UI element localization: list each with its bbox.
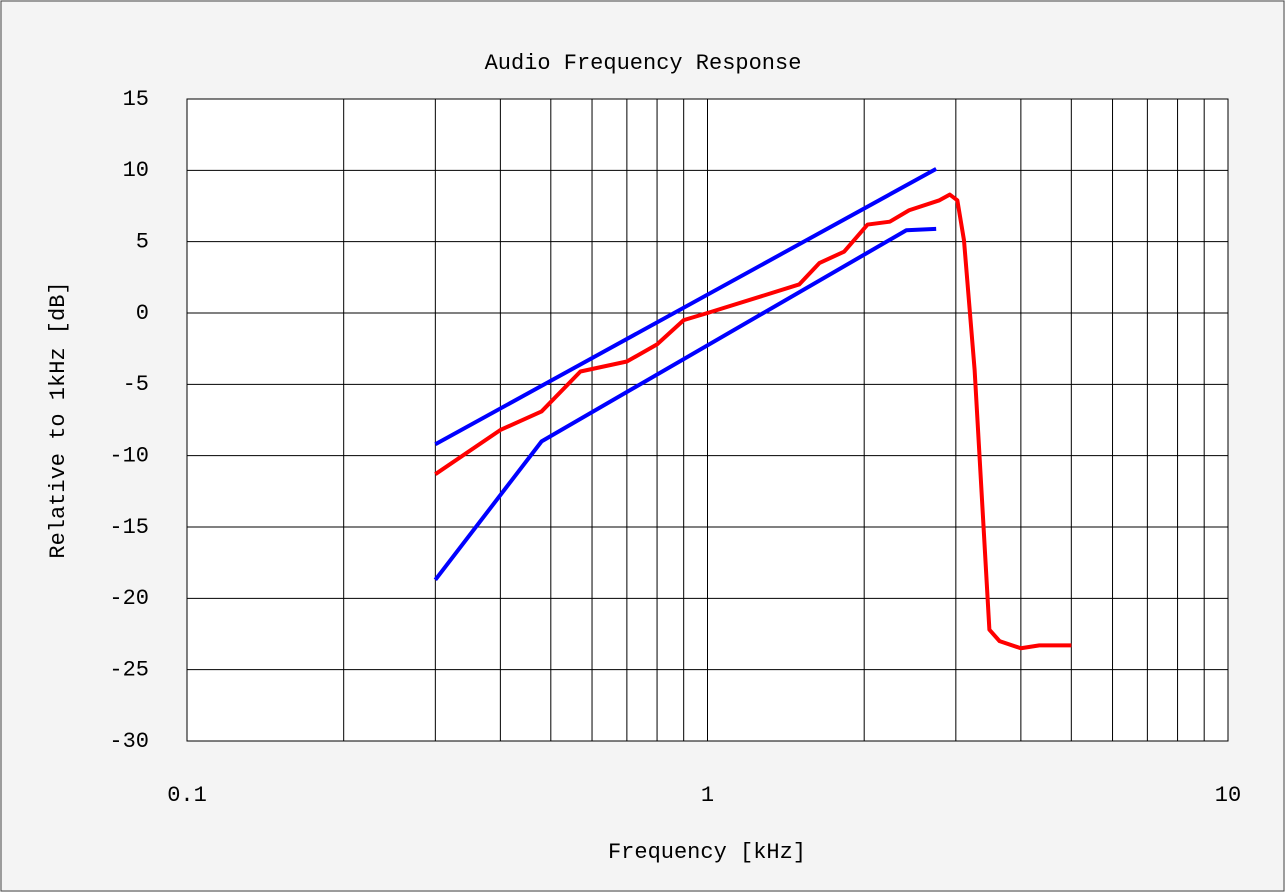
- x-tick-label: 10: [1215, 783, 1241, 808]
- x-tick-label: 1: [701, 783, 714, 808]
- y-tick-label: 0: [136, 301, 149, 326]
- y-tick-label: 15: [123, 87, 149, 112]
- x-axis-label: Frequency [kHz]: [608, 840, 806, 865]
- y-tick-label: -5: [123, 372, 149, 397]
- y-tick-label: -25: [109, 657, 149, 682]
- y-tick-label: -15: [109, 515, 149, 540]
- chart-title: Audio Frequency Response: [485, 51, 802, 76]
- y-tick-label: 10: [123, 158, 149, 183]
- y-tick-label: -20: [109, 586, 149, 611]
- y-tick-label: 5: [136, 229, 149, 254]
- y-tick-label: -30: [109, 729, 149, 754]
- series-line: [434, 192, 1072, 651]
- series-line: [433, 226, 937, 582]
- y-tick-label: -10: [109, 443, 149, 468]
- y-axis-label: Relative to 1kHz [dB]: [46, 281, 71, 558]
- x-tick-label: 0.1: [167, 783, 207, 808]
- series-line: [434, 167, 938, 447]
